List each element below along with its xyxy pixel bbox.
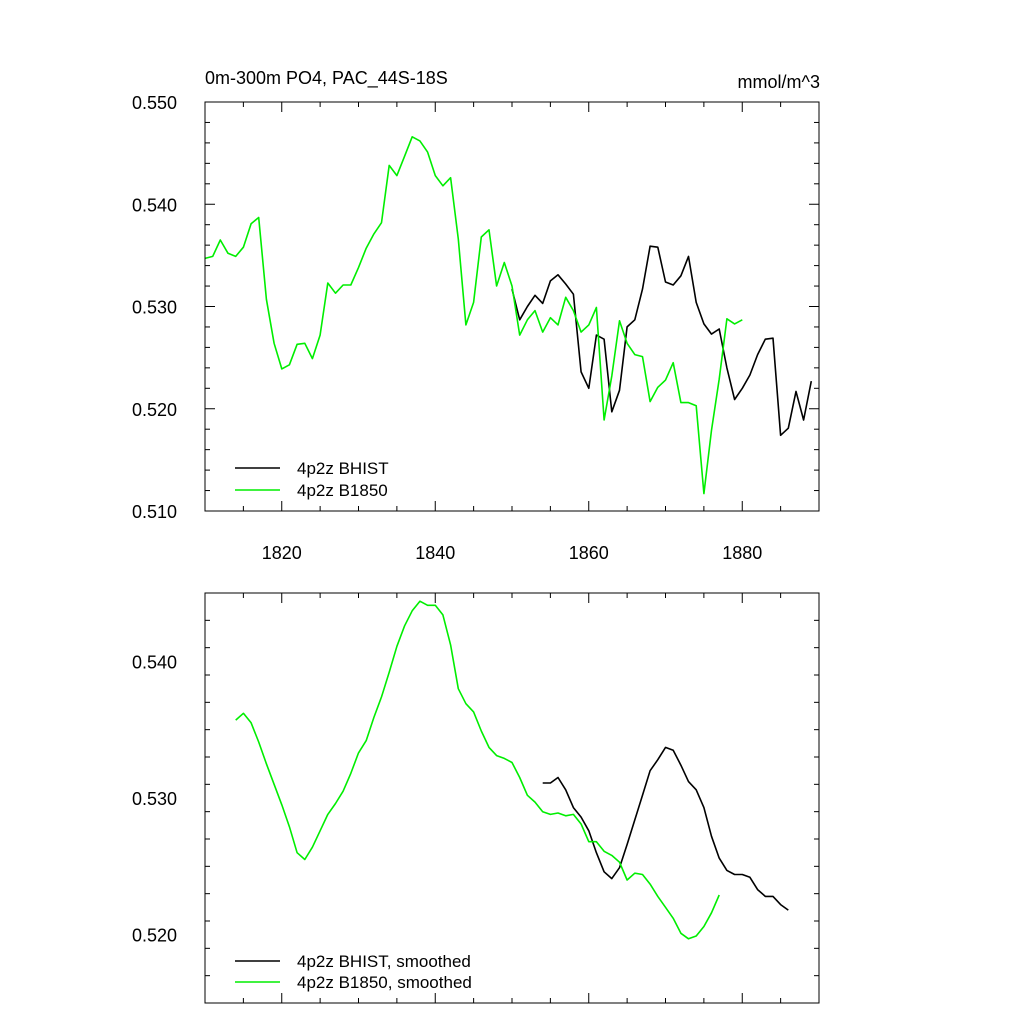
y-tick-label: 0.520	[132, 926, 177, 946]
x-tick-label: 1880	[722, 543, 762, 563]
series-line-b1850	[204, 136, 743, 495]
y-tick-label: 0.530	[132, 789, 177, 809]
legend-label-bhist: 4p2z BHIST	[297, 459, 389, 478]
bottom-panel: 0.520 0.530 0.540 4p2z BHIST, smoothed 4p2…	[132, 592, 820, 1004]
series-line-bhist	[511, 245, 813, 437]
x-tick-label: 1820	[262, 543, 302, 563]
bottom-series	[235, 600, 789, 940]
bottom-axes: 0.520 0.530 0.540	[132, 592, 820, 1004]
y-tick-label: 0.540	[132, 652, 177, 672]
top-panel: 0m-300m PO4, PAC_44S-18S mmol/m^3 1820 18…	[132, 68, 820, 563]
y-tick-label: 0.520	[132, 400, 177, 420]
chart-title: 0m-300m PO4, PAC_44S-18S	[205, 68, 448, 89]
y-tick-label: 0.530	[132, 298, 177, 318]
bottom-legend: 4p2z BHIST, smoothed 4p2z B1850, smoothe…	[235, 952, 472, 992]
top-axes: 1820 1840 1860 1880 0.510 0.520 0.530 0.540 0.55…	[132, 93, 820, 563]
series-line-b1850	[235, 600, 720, 940]
y-tick-label: 0.510	[132, 502, 177, 522]
top-plot-frame	[204, 101, 820, 512]
legend-label-b1850-smoothed: 4p2z B1850, smoothed	[297, 973, 472, 992]
y-tick-label: 0.540	[132, 195, 177, 215]
top-legend: 4p2z BHIST 4p2z B1850	[235, 459, 389, 500]
x-tick-label: 1860	[569, 543, 609, 563]
units-label: mmol/m^3	[738, 72, 820, 92]
y-tick-label: 0.550	[132, 93, 177, 113]
x-tick-label: 1840	[415, 543, 455, 563]
legend-label-bhist-smoothed: 4p2z BHIST, smoothed	[297, 952, 471, 971]
series-line-bhist	[542, 746, 789, 911]
legend-label-b1850: 4p2z B1850	[297, 481, 388, 500]
top-series	[204, 136, 813, 495]
bottom-plot-frame	[204, 592, 820, 1004]
